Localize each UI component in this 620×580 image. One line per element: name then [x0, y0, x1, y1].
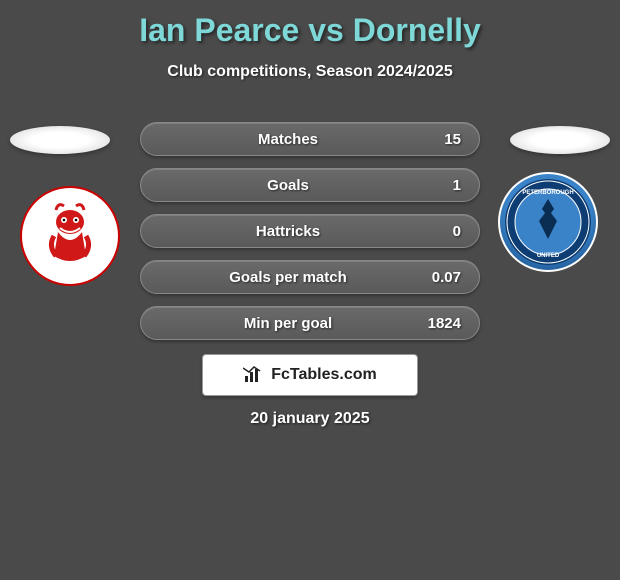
stat-value: 0.07	[417, 269, 461, 286]
svg-text:PETERBOROUGH: PETERBOROUGH	[522, 190, 573, 196]
stat-row-hattricks: Hattricks 0	[140, 214, 480, 248]
stat-label: Hattricks	[159, 223, 417, 240]
stat-row-min-per-goal: Min per goal 1824	[140, 306, 480, 340]
posh-crest-icon: PETERBOROUGH UNITED	[503, 177, 593, 267]
stat-value: 1824	[417, 315, 461, 332]
right-club-badge: PETERBOROUGH UNITED	[498, 172, 598, 272]
left-player-placeholder	[10, 126, 110, 154]
stats-list: Matches 15 Goals 1 Hattricks 0 Goals per…	[140, 122, 480, 352]
stat-value: 15	[417, 131, 461, 148]
stat-label: Goals	[159, 177, 417, 194]
stat-value: 1	[417, 177, 461, 194]
imp-crest-icon	[30, 196, 110, 276]
bar-chart-icon	[243, 366, 265, 384]
date-label: 20 january 2025	[0, 410, 620, 428]
stat-label: Min per goal	[159, 315, 417, 332]
left-club-badge	[20, 186, 120, 286]
subtitle: Club competitions, Season 2024/2025	[0, 63, 620, 81]
page-title: Ian Pearce vs Dornelly	[0, 0, 620, 49]
stat-value: 0	[417, 223, 461, 240]
stat-label: Goals per match	[159, 269, 417, 286]
svg-text:UNITED: UNITED	[537, 253, 560, 259]
right-player-placeholder	[510, 126, 610, 154]
stat-row-goals-per-match: Goals per match 0.07	[140, 260, 480, 294]
stat-row-goals: Goals 1	[140, 168, 480, 202]
stat-label: Matches	[159, 131, 417, 148]
brand-label: FcTables.com	[271, 366, 377, 384]
brand-badge[interactable]: FcTables.com	[202, 354, 418, 396]
stat-row-matches: Matches 15	[140, 122, 480, 156]
